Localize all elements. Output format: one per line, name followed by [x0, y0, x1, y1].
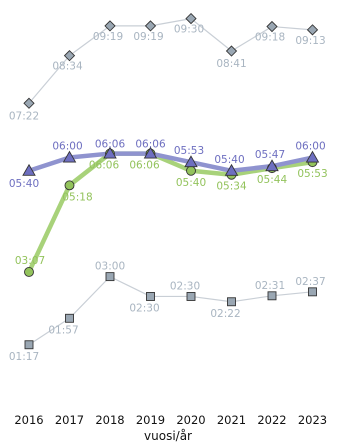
- marker-bottom-2017: [65, 313, 74, 323]
- data-label-bottom-2017: 01:57: [48, 324, 78, 336]
- x-tick-label-2021: 2021: [217, 413, 246, 427]
- marker-bottom-2018: [105, 272, 115, 282]
- data-label-green-2018: 06:06: [89, 160, 120, 172]
- x-tick-label-2019: 2019: [136, 413, 165, 427]
- data-label-bottom-2020: 02:30: [170, 280, 200, 292]
- data-label-green-2020: 05:40: [176, 177, 206, 189]
- data-label-green-2023: 05:53: [297, 168, 327, 180]
- data-label-top-2016: 07:22: [9, 110, 39, 122]
- series-layer: [26, 18, 315, 346]
- data-label-top-2020: 09:30: [174, 24, 204, 36]
- data-label-top-2021: 08:41: [216, 58, 246, 70]
- data-label-bottom-2022: 02:31: [255, 280, 285, 292]
- x-axis-title: vuosi/år: [144, 429, 192, 443]
- series-line-blue: [26, 151, 315, 174]
- x-tick-label-2023: 2023: [298, 413, 327, 427]
- data-label-green-2021: 05:34: [216, 181, 247, 193]
- marker-top-2018: [104, 20, 116, 32]
- x-axis-ticks: 2016 2017 2018 2019 2020 2021 2022 2023: [14, 413, 327, 427]
- marker-green-2020: [186, 165, 196, 176]
- marker-green-2016: [24, 267, 34, 277]
- marker-bottom-2021: [227, 297, 236, 307]
- x-tick-label-2022: 2022: [257, 413, 286, 427]
- data-label-blue-2018: 06:06: [95, 139, 126, 151]
- marker-blue-2019: [143, 146, 158, 159]
- data-label-bottom-2023: 02:37: [295, 276, 325, 288]
- data-label-blue-2019: 06:06: [135, 139, 166, 151]
- x-tick-label-2016: 2016: [14, 413, 43, 427]
- marker-bottom-2016: [24, 340, 34, 350]
- marker-top-2019: [144, 20, 157, 32]
- marker-bottom-2020: [186, 292, 196, 301]
- marker-blue-2022: [265, 159, 279, 172]
- marker-top-2022: [266, 20, 278, 33]
- marker-blue-2020: [184, 155, 198, 168]
- data-label-green-2016: 03:07: [15, 255, 45, 267]
- data-label-top-2022: 09:18: [255, 32, 285, 44]
- data-label-layer: 07:22 08:34 09:19 09:19 09:30 08:41 09:18 09:13…: [9, 24, 328, 363]
- marker-top-2016: [23, 97, 35, 109]
- data-label-green-2017: 05:18: [62, 191, 92, 203]
- marker-bottom-2019: [146, 292, 155, 301]
- marker-top-2021: [225, 45, 238, 57]
- data-label-top-2023: 09:13: [295, 35, 325, 47]
- data-label-blue-2016: 05:40: [9, 178, 39, 190]
- data-label-blue-2020: 05:53: [174, 145, 204, 157]
- data-label-bottom-2016: 01:17: [9, 351, 39, 363]
- x-tick-label-2020: 2020: [176, 413, 205, 427]
- data-label-blue-2017: 06:00: [52, 141, 82, 153]
- data-label-bottom-2021: 02:22: [210, 308, 240, 320]
- data-label-top-2017: 08:34: [52, 61, 83, 73]
- marker-top-2023: [306, 24, 319, 36]
- marker-top-2017: [63, 50, 76, 62]
- marker-blue-2017: [62, 150, 77, 163]
- data-label-bottom-2018: 03:00: [95, 261, 125, 273]
- series-line-top: [28, 18, 314, 104]
- data-label-blue-2021: 05:40: [214, 154, 244, 166]
- marker-blue-2018: [103, 146, 117, 159]
- data-label-green-2022: 05:44: [257, 174, 288, 186]
- series-line-green: [26, 151, 315, 275]
- x-tick-label-2018: 2018: [95, 413, 124, 427]
- x-tick-label-2017: 2017: [55, 413, 84, 427]
- marker-blue-2023: [305, 150, 320, 163]
- data-label-green-2019: 06:06: [129, 160, 160, 172]
- marker-top-2020: [185, 12, 197, 25]
- marker-bottom-2022: [267, 291, 277, 301]
- data-label-blue-2022: 05:47: [255, 149, 285, 161]
- marker-blue-2021: [224, 163, 239, 176]
- series-line-bottom: [28, 276, 314, 346]
- data-label-top-2019: 09:19: [133, 31, 163, 43]
- marker-bottom-2023: [308, 287, 317, 297]
- marker-green-2017: [64, 180, 75, 191]
- marker-blue-2016: [22, 163, 36, 176]
- data-label-bottom-2019: 02:30: [129, 302, 159, 314]
- data-label-blue-2023: 06:00: [295, 141, 325, 153]
- marker-layer: [22, 12, 320, 350]
- data-label-top-2018: 09:19: [93, 31, 123, 43]
